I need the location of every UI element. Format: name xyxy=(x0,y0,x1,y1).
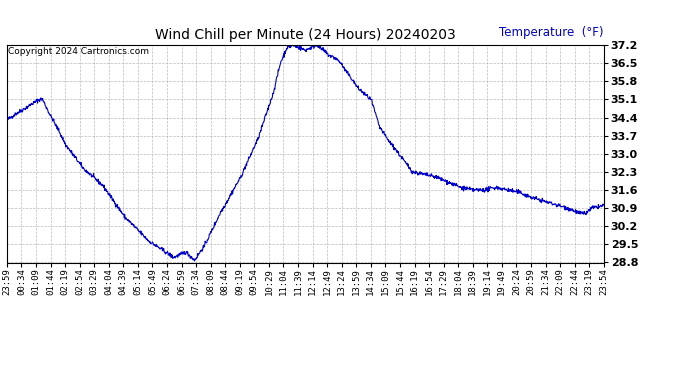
Text: Copyright 2024 Cartronics.com: Copyright 2024 Cartronics.com xyxy=(8,47,149,56)
Text: Temperature  (°F): Temperature (°F) xyxy=(500,26,604,39)
Title: Wind Chill per Minute (24 Hours) 20240203: Wind Chill per Minute (24 Hours) 2024020… xyxy=(155,28,455,42)
